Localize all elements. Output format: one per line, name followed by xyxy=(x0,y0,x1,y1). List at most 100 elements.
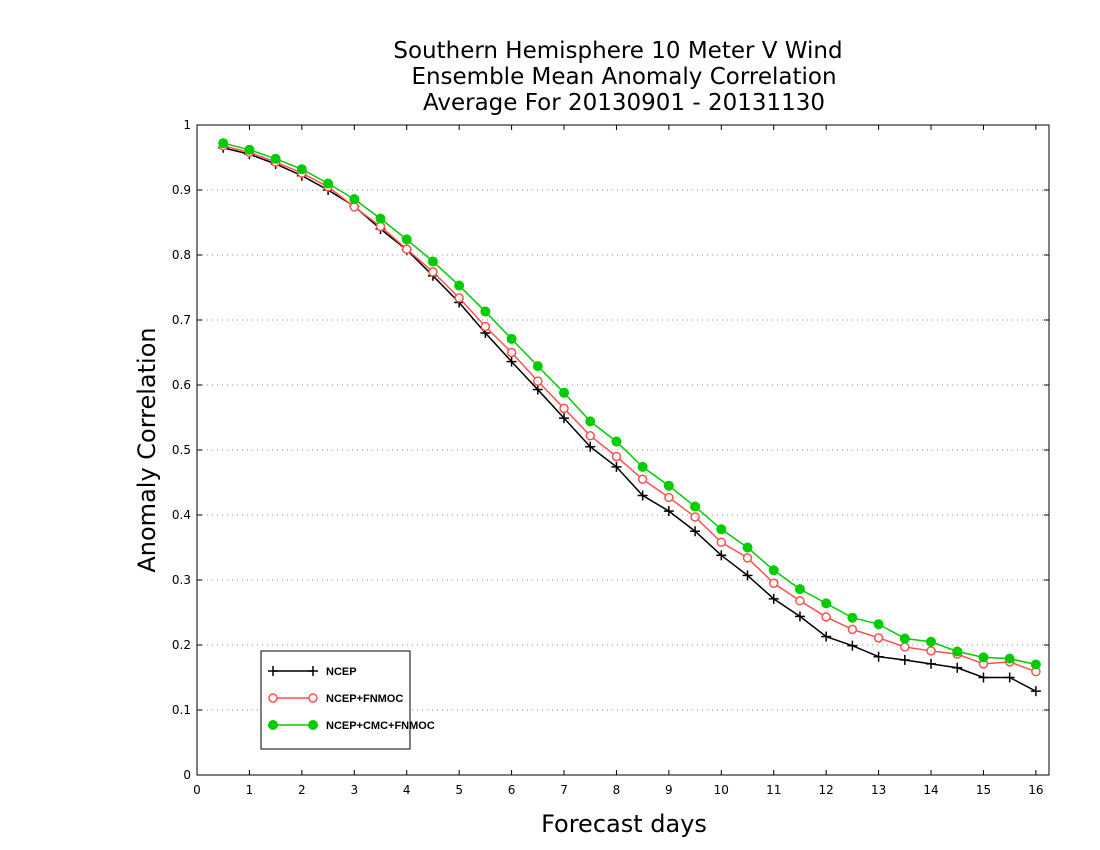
data-point-ncep-cmc-fnmoc-8 xyxy=(427,256,438,267)
series-line-ncep-cmc-fnmoc xyxy=(223,142,1037,666)
data-point-ncep-cmc-fnmoc-31 xyxy=(1030,659,1041,670)
legend-marker-end-ncep xyxy=(308,666,318,676)
x-tick-label-8: 8 xyxy=(613,783,621,797)
axis-ticks: 0 1 2 3 4 5 6 7 8 9 10 11 12 13 14 15 1600.10.20.30.40.5… xyxy=(172,118,1049,797)
data-point-ncep-fnmoc-25 xyxy=(873,633,884,643)
x-tick-label-14: 14 xyxy=(923,783,938,797)
y-tick-label-1: 0.1 xyxy=(172,703,191,717)
data-point-ncep-31 xyxy=(1030,686,1041,697)
data-point-ncep-25 xyxy=(873,651,884,662)
data-point-ncep-27 xyxy=(926,658,937,669)
data-point-ncep-fnmoc-18 xyxy=(690,512,700,522)
data-point-ncep-fnmoc-20 xyxy=(742,553,753,563)
legend-box xyxy=(260,650,411,750)
data-point-ncep-fnmoc-12 xyxy=(533,376,543,386)
legend-label-ncep-fnmoc: NCEP+FNMOC xyxy=(326,693,403,705)
legend-label-ncep-cmc-fnmoc: NCEP+CMC+FNMOC xyxy=(326,720,435,732)
y-tick-label-2: 0.2 xyxy=(172,638,191,652)
data-point-ncep-fnmoc-8 xyxy=(428,267,438,277)
x-tick-label-1: 1 xyxy=(246,783,254,797)
x-tick-label-10: 10 xyxy=(714,783,729,797)
data-point-ncep-fnmoc-22 xyxy=(795,596,805,606)
series-line-ncep xyxy=(223,147,1037,692)
data-point-ncep-fnmoc-9 xyxy=(454,293,464,303)
data-point-ncep-24 xyxy=(847,640,858,651)
data-point-ncep-fnmoc-15 xyxy=(611,451,622,462)
x-axis-label: Forecast days xyxy=(541,810,707,838)
data-point-ncep-13 xyxy=(559,413,570,424)
data-point-ncep-fnmoc-27 xyxy=(926,646,936,656)
data-point-ncep-cmc-fnmoc-1 xyxy=(244,144,255,155)
legend-marker-start-ncep-fnmoc xyxy=(268,693,278,703)
data-point-ncep-cmc-fnmoc-26 xyxy=(899,633,910,644)
data-point-ncep-cmc-fnmoc-24 xyxy=(847,612,858,623)
y-axis-label: Anomaly Correlation xyxy=(133,327,161,572)
x-tick-label-16: 16 xyxy=(1028,783,1043,797)
y-tick-label-3: 0.3 xyxy=(172,573,191,587)
data-point-ncep-cmc-fnmoc-0 xyxy=(218,138,229,149)
data-point-ncep-cmc-fnmoc-12 xyxy=(532,361,543,372)
legend-marker-end-ncep-fnmoc xyxy=(308,693,318,703)
chart-title: Southern Hemisphere 10 Meter V Wind Ense… xyxy=(393,38,842,116)
data-point-ncep-cmc-fnmoc-30 xyxy=(1004,653,1015,664)
legend-label-ncep: NCEP xyxy=(326,666,357,678)
title-line-2: Ensemble Mean Anomaly Correlation xyxy=(411,64,836,90)
data-point-ncep-cmc-fnmoc-15 xyxy=(611,436,622,447)
data-point-ncep-28 xyxy=(952,662,963,673)
data-point-ncep-fnmoc-13 xyxy=(559,403,569,414)
data-point-ncep-12 xyxy=(532,384,543,395)
data-point-ncep-cmc-fnmoc-23 xyxy=(821,598,832,609)
y-tick-label-10: 1 xyxy=(183,118,191,132)
data-point-ncep-cmc-fnmoc-9 xyxy=(454,280,465,291)
data-point-ncep-20 xyxy=(742,570,753,581)
x-tick-label-6: 6 xyxy=(508,783,516,797)
y-tick-label-7: 0.7 xyxy=(172,313,191,327)
data-point-ncep-11 xyxy=(506,356,517,367)
data-point-ncep-cmc-fnmoc-29 xyxy=(978,652,989,663)
data-point-ncep-fnmoc-21 xyxy=(768,578,779,588)
data-point-ncep-16 xyxy=(637,490,648,501)
data-point-ncep-fnmoc-23 xyxy=(821,612,831,622)
x-tick-label-13: 13 xyxy=(871,783,886,797)
data-point-ncep-26 xyxy=(899,654,910,665)
series-ncep xyxy=(218,142,1041,697)
data-point-ncep-cmc-fnmoc-3 xyxy=(296,164,307,175)
x-tick-label-4: 4 xyxy=(403,783,411,797)
data-point-ncep-cmc-fnmoc-14 xyxy=(585,416,596,427)
y-tick-label-9: 0.9 xyxy=(172,183,191,197)
data-point-ncep-fnmoc-19 xyxy=(716,537,727,548)
data-point-ncep-cmc-fnmoc-6 xyxy=(375,213,386,224)
legend-entry-ncep-cmc-fnmoc: NCEP+CMC+FNMOC xyxy=(268,720,435,732)
grid-lines xyxy=(197,189,1049,711)
x-tick-label-11: 11 xyxy=(766,783,781,797)
series-layer xyxy=(218,138,1041,697)
x-tick-label-3: 3 xyxy=(350,783,358,797)
legend-marker-start-ncep-cmc-fnmoc xyxy=(268,720,278,730)
data-point-ncep-cmc-fnmoc-21 xyxy=(768,565,779,576)
legend-entry-ncep-fnmoc: NCEP+FNMOC xyxy=(268,693,403,705)
series-ncep-fnmoc xyxy=(218,141,1041,677)
x-tick-label-9: 9 xyxy=(665,783,673,797)
data-point-ncep-cmc-fnmoc-17 xyxy=(663,480,674,491)
data-point-ncep-cmc-fnmoc-18 xyxy=(690,501,701,512)
x-tick-label-7: 7 xyxy=(560,783,568,797)
title-line-1: Southern Hemisphere 10 Meter V Wind xyxy=(393,38,842,64)
data-point-ncep-fnmoc-26 xyxy=(900,642,910,652)
y-tick-label-8: 0.8 xyxy=(172,248,191,262)
title-line-3: Average For 20130901 - 20131130 xyxy=(423,90,825,116)
data-point-ncep-cmc-fnmoc-27 xyxy=(926,636,937,647)
data-point-ncep-fnmoc-11 xyxy=(506,347,517,358)
data-point-ncep-cmc-fnmoc-16 xyxy=(637,461,648,472)
data-point-ncep-cmc-fnmoc-2 xyxy=(270,153,281,164)
legend-marker-start-ncep xyxy=(268,666,278,676)
y-tick-label-4: 0.4 xyxy=(172,508,191,522)
x-tick-label-2: 2 xyxy=(298,783,306,797)
data-point-ncep-cmc-fnmoc-20 xyxy=(742,542,753,553)
data-point-ncep-14 xyxy=(585,441,596,452)
data-point-ncep-fnmoc-16 xyxy=(637,474,648,484)
y-tick-label-5: 0.5 xyxy=(172,443,191,457)
data-point-ncep-21 xyxy=(768,593,779,604)
y-tick-label-6: 0.6 xyxy=(172,378,191,392)
data-point-ncep-cmc-fnmoc-19 xyxy=(716,524,727,535)
data-point-ncep-18 xyxy=(690,526,701,537)
